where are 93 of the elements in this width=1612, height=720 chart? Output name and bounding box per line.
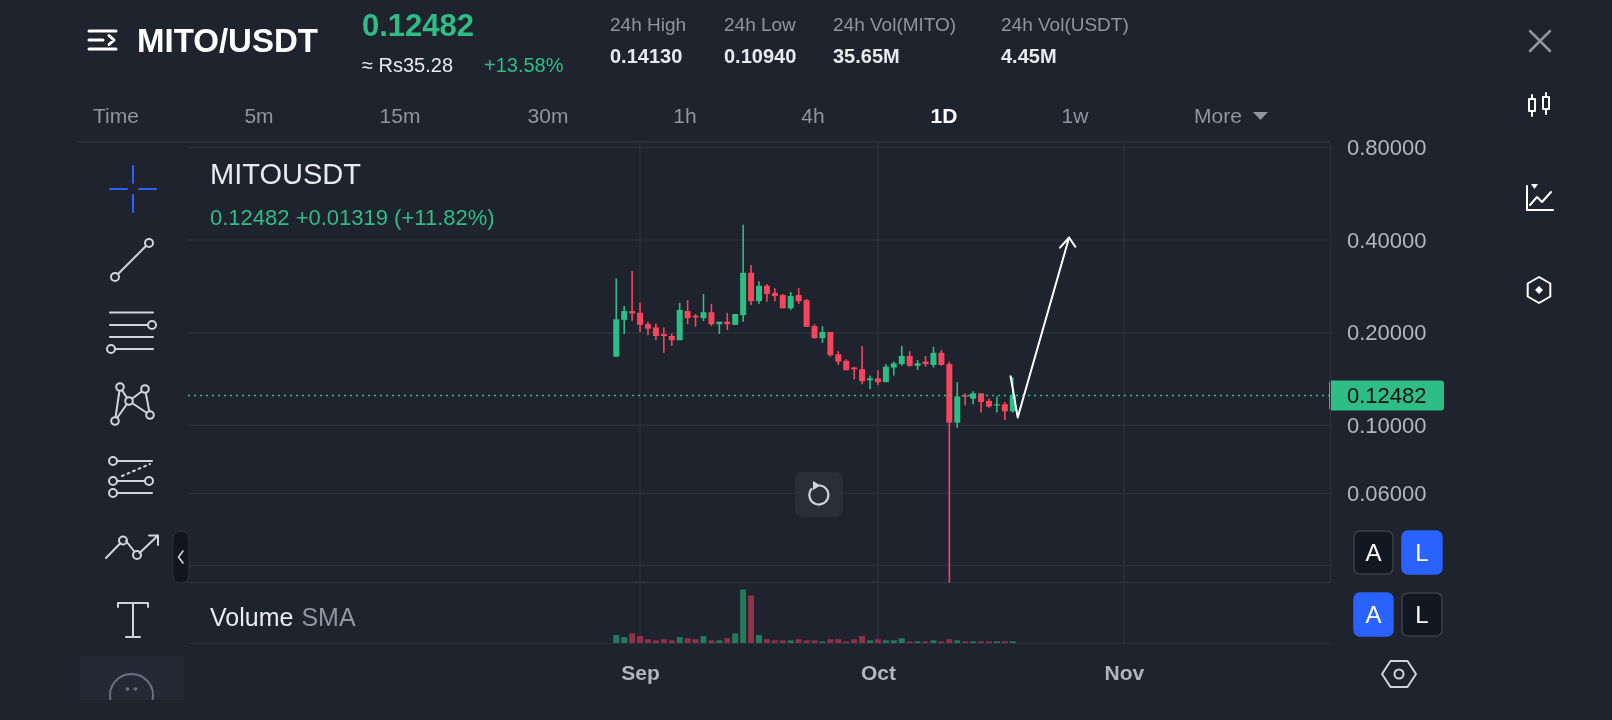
ref-line-label: 0.12482 (1347, 383, 1427, 409)
bar (629, 633, 636, 643)
text: MITOUSDT (210, 158, 362, 190)
y-tick-label: 0.80000 (1347, 134, 1427, 160)
y-tick-label: 0.20000 (1347, 320, 1427, 346)
candlestick (684, 299, 691, 326)
text: 4.45M (1001, 45, 1057, 67)
bar (700, 636, 707, 643)
text: 35.65M (833, 45, 900, 67)
bar (708, 640, 715, 643)
toggle-button: L (1401, 530, 1443, 575)
candlestick (827, 331, 834, 358)
text: 0.14130 (610, 45, 683, 67)
bar (644, 639, 651, 643)
bar (660, 639, 667, 643)
text: 4h (801, 104, 825, 127)
text: 24h High (610, 14, 687, 35)
bar (771, 640, 778, 643)
text: Volume (210, 603, 294, 631)
bar (954, 640, 961, 643)
text: Time (93, 104, 139, 127)
y-tick-label: 0.40000 (1347, 227, 1427, 253)
bar (652, 640, 659, 643)
text: MITO/USDT (137, 22, 318, 59)
bar (787, 640, 794, 643)
x-tick-label: Sep (621, 660, 660, 684)
bar (621, 637, 628, 643)
toggle-button: A (1353, 530, 1394, 575)
text: 1h (673, 104, 697, 127)
text: 30m (527, 104, 569, 127)
candlestick (621, 305, 628, 335)
text: 0.12482 (362, 8, 475, 43)
text: 24h Vol(USDT) (1001, 14, 1129, 35)
bar (676, 637, 683, 643)
x-tick-label: Oct (860, 660, 896, 684)
text: 15m (379, 104, 421, 127)
x-tick-label: Nov (1104, 660, 1145, 684)
bar (668, 640, 675, 643)
candlestick (978, 392, 985, 414)
bar (851, 639, 858, 643)
y-tick-label: 0.06000 (1347, 481, 1427, 507)
text: 24h Low (724, 14, 797, 35)
text: 0.10940 (724, 45, 797, 67)
bar (724, 638, 731, 643)
candlestick (668, 332, 675, 347)
candlestick (700, 293, 707, 322)
bar (930, 640, 937, 643)
toggle-button: A (1353, 592, 1394, 637)
candlestick (874, 369, 881, 386)
candlestick (756, 280, 762, 305)
candlestick (930, 345, 937, 369)
bar (946, 639, 953, 643)
bar (867, 640, 874, 643)
candlestick (637, 302, 644, 333)
bar (740, 589, 747, 643)
text: 1w (1061, 104, 1090, 127)
text: SMA (301, 603, 356, 631)
bar (692, 639, 699, 643)
bar (795, 639, 802, 643)
candlestick (898, 345, 905, 367)
bar (756, 634, 762, 643)
bar (890, 640, 897, 643)
text: 0.12482 +0.01319 (+11.82%) (210, 205, 495, 230)
bar (835, 639, 842, 643)
bar (613, 634, 620, 643)
candlestick (771, 287, 778, 303)
y-tick-label: 0.10000 (1347, 412, 1427, 438)
bar (779, 640, 786, 643)
text: 5m (244, 104, 274, 127)
candlestick (859, 345, 866, 385)
bar (859, 636, 866, 643)
text: +13.58% (484, 54, 564, 76)
bar (684, 638, 691, 643)
bar (898, 638, 905, 643)
bar (716, 640, 723, 643)
candlestick (708, 303, 715, 327)
candlestick (867, 374, 874, 390)
candlestick (962, 392, 969, 407)
bar (882, 640, 889, 643)
bar (811, 640, 818, 643)
bar (748, 595, 755, 643)
text: ≈ Rs35.28 (362, 54, 454, 76)
bar (637, 636, 644, 643)
text: More (1194, 104, 1242, 127)
text: 1D (930, 104, 958, 127)
toggle-button: L (1401, 592, 1443, 637)
bar (732, 633, 739, 643)
bar (803, 640, 810, 643)
candlestick (1001, 401, 1008, 421)
text: 24h Vol(MITO) (833, 14, 957, 35)
bar (763, 639, 770, 643)
candlestick (660, 326, 667, 354)
bar (827, 639, 834, 643)
